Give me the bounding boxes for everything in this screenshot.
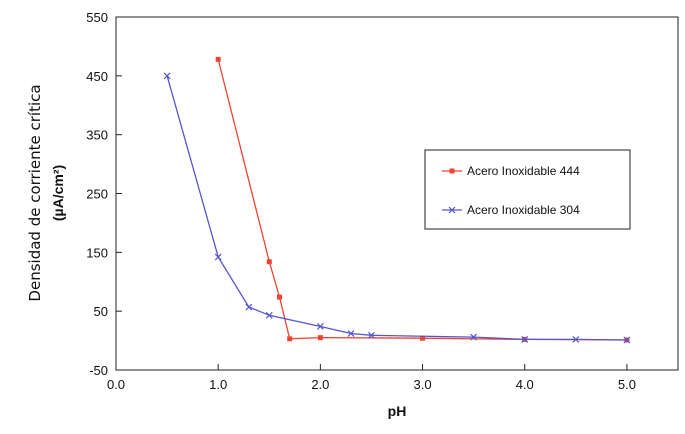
x-tick-label: 3.0 bbox=[414, 377, 432, 392]
data-point bbox=[623, 336, 631, 344]
legend-label-444: Acero Inoxidable 444 bbox=[467, 164, 580, 178]
y-axis: 550 450 350 250 150 50 -50 bbox=[86, 10, 122, 378]
data-point bbox=[214, 253, 222, 261]
data-point bbox=[287, 336, 293, 342]
data-point bbox=[572, 335, 580, 343]
y-tick-label: 50 bbox=[94, 304, 108, 319]
series-2 bbox=[163, 72, 631, 344]
y-tick-label: 450 bbox=[86, 69, 108, 84]
data-point bbox=[265, 311, 273, 319]
data-point bbox=[470, 333, 478, 341]
legend-marker-444 bbox=[449, 168, 455, 174]
x-tick-label: 5.0 bbox=[618, 377, 636, 392]
series-layer bbox=[163, 56, 631, 344]
x-tick-label: 1.0 bbox=[209, 377, 227, 392]
legend-entry-304: Acero Inoxidable 304 bbox=[442, 203, 580, 217]
data-point bbox=[215, 56, 221, 62]
data-point bbox=[347, 330, 355, 337]
data-point bbox=[316, 323, 324, 330]
legend: Acero Inoxidable 444 Acero Inoxidable 30… bbox=[424, 149, 631, 230]
data-point bbox=[317, 335, 323, 341]
x-axis: 0.0 1.0 2.0 3.0 4.0 5.0 bbox=[107, 364, 636, 392]
data-point bbox=[163, 72, 171, 80]
y-tick-label: 350 bbox=[86, 128, 108, 143]
data-point bbox=[266, 259, 272, 265]
data-point bbox=[245, 303, 253, 311]
y-axis-label-line1: Densidad de corriente crítica bbox=[26, 84, 44, 301]
data-point bbox=[276, 294, 282, 300]
legend-label-304: Acero Inoxidable 304 bbox=[467, 203, 580, 217]
x-axis-label: pH bbox=[388, 403, 407, 419]
y-tick-label: -50 bbox=[89, 363, 108, 378]
data-point bbox=[368, 331, 375, 339]
y-tick-label: 250 bbox=[86, 187, 108, 202]
y-tick-label: 550 bbox=[86, 10, 108, 25]
data-point bbox=[420, 335, 426, 341]
x-tick-label: 2.0 bbox=[311, 377, 329, 392]
legend-marker-304 bbox=[448, 206, 456, 214]
y-tick-label: 150 bbox=[86, 245, 108, 260]
x-tick-label: 0.0 bbox=[107, 377, 125, 392]
legend-box bbox=[424, 149, 631, 230]
legend-entry-444: Acero Inoxidable 444 bbox=[442, 164, 580, 178]
x-tick-label: 4.0 bbox=[516, 377, 534, 392]
y-axis-label-line2: (µA/cm²) bbox=[50, 165, 66, 221]
data-point bbox=[521, 335, 529, 343]
